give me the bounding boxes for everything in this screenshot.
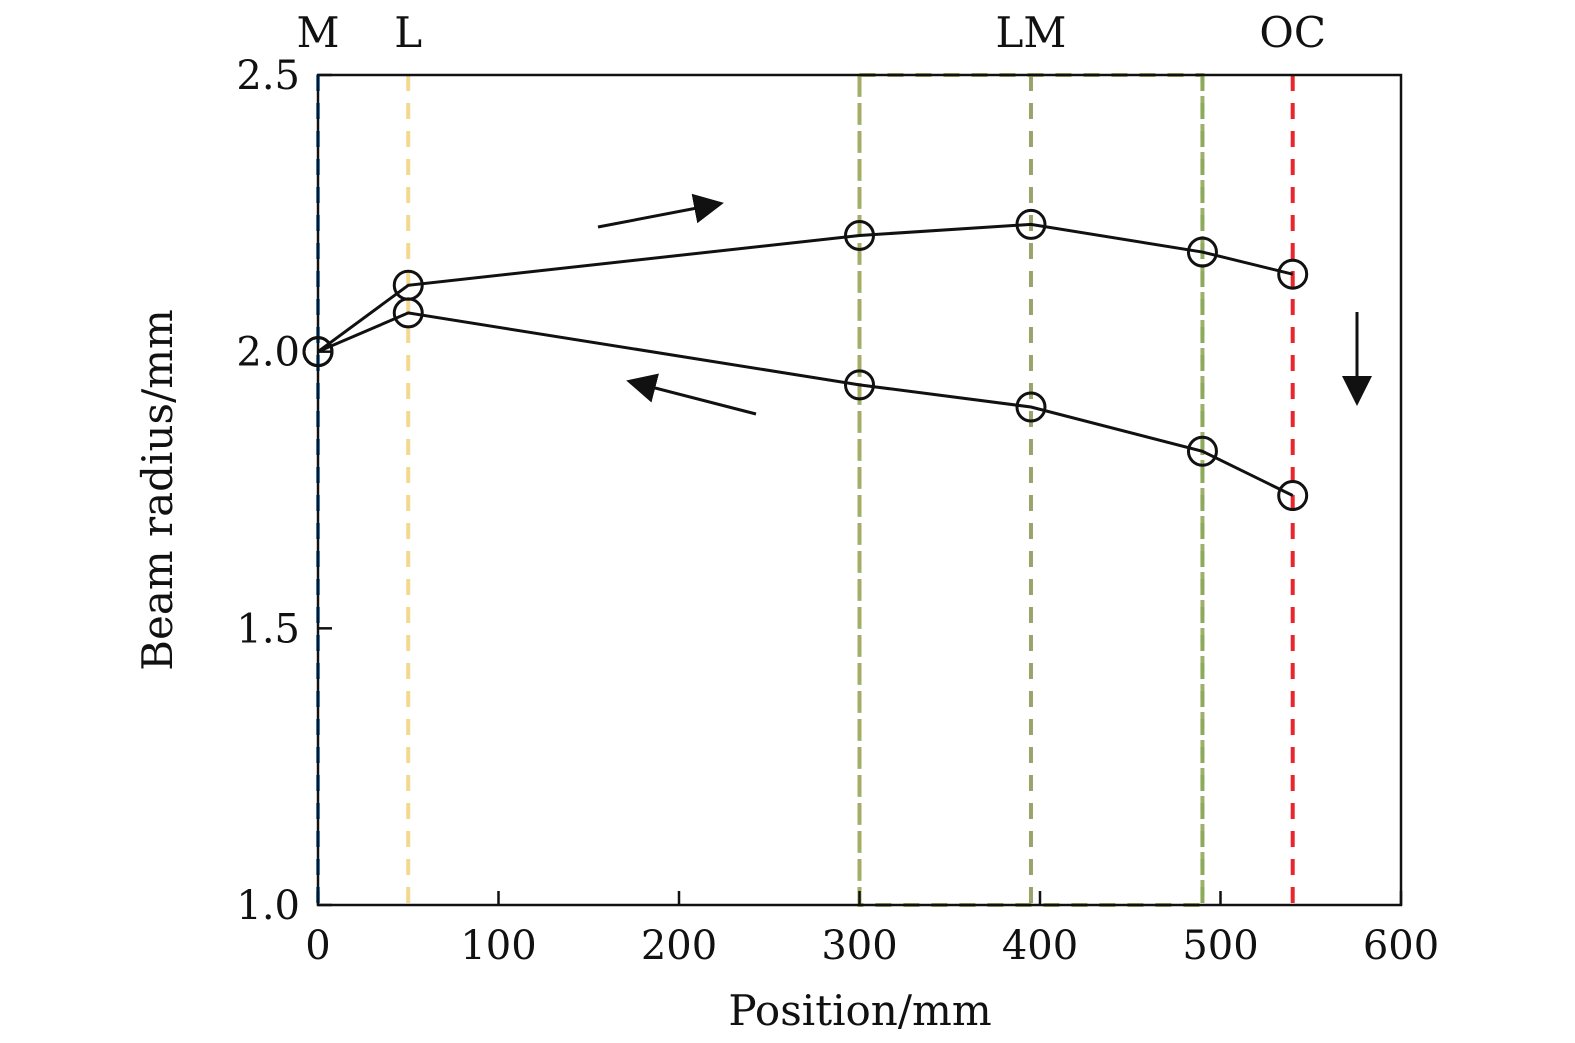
x-axis-title: Position/mm: [728, 986, 991, 1035]
direction-arrow-left: [626, 373, 757, 416]
tick-layer: 0 100 200 300 400 500 600 1.0 1.5 2.0 2.5: [236, 53, 1439, 969]
series-1-point-5: [1277, 480, 1309, 512]
direction-arrow-right: [597, 193, 724, 229]
series-line-1: [317, 311, 1294, 497]
series-1-point-3: [1015, 391, 1047, 423]
marker-label-oc: OC: [1259, 8, 1326, 57]
x-tick-label-4: 400: [1002, 923, 1078, 969]
series-1-point-2: [844, 369, 875, 401]
y-tick-label-1: 1.5: [236, 606, 300, 652]
series-0-point-4: [1186, 236, 1218, 268]
y-axis-title: Beam radius/mm: [133, 309, 182, 671]
x-tick-label-2: 200: [641, 923, 717, 969]
series-0-point-5: [1277, 258, 1309, 290]
x-tick-label-5: 500: [1182, 923, 1258, 969]
marker-label-l: L: [394, 8, 422, 57]
y-tick-label-3: 2.5: [236, 53, 300, 99]
marker-label-lm: LM: [996, 8, 1067, 57]
x-tick-label-1: 100: [460, 923, 536, 969]
x-tick-label-3: 300: [821, 923, 897, 969]
series-line-0: [317, 222, 1294, 353]
x-tick-label-0: 0: [305, 923, 330, 969]
series-0-point-2: [844, 219, 875, 251]
marker-label-m: M: [296, 8, 339, 57]
annotation-layer: [597, 193, 1372, 416]
y-tick-label-0: 1.0: [236, 883, 300, 929]
x-tick-label-6: 600: [1363, 923, 1439, 969]
y-tick-label-2: 2.0: [236, 330, 300, 376]
series-0-point-3: [1015, 208, 1047, 240]
series-1-point-4: [1186, 435, 1218, 467]
series-layer: [302, 208, 1309, 512]
vertical-line-layer: M L LM OC: [296, 8, 1326, 905]
series-1-point-1: [392, 297, 424, 329]
